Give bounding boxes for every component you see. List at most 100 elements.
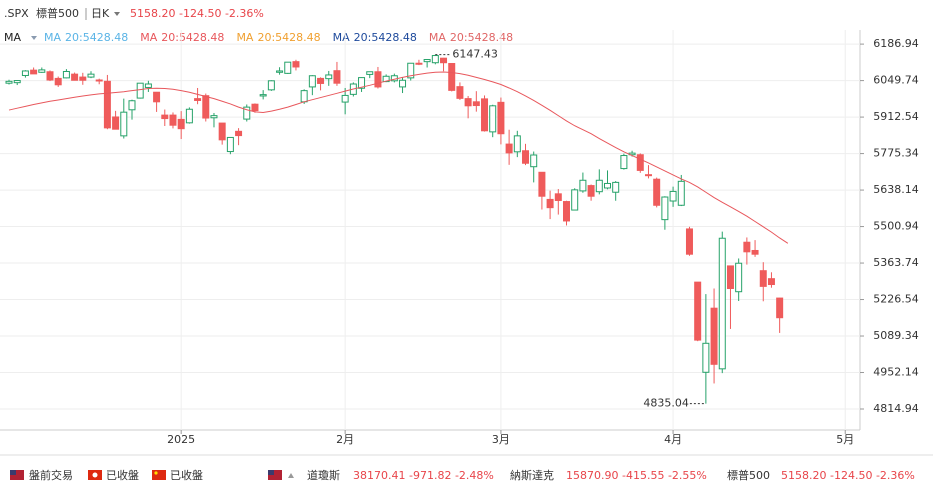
candle-body [128,100,136,111]
legend-name: MA [429,31,446,44]
candle-body [325,74,333,80]
candle-body [522,150,530,164]
candle-body [38,69,46,73]
candle-body [456,86,464,99]
candle-body [120,111,128,137]
candle-body [341,94,349,103]
candle-body [431,55,439,64]
ma-line [8,71,789,244]
y-tick-label: 5912.54 [873,110,919,123]
candle-body [71,73,79,81]
candle-body [603,182,611,189]
candle-body [235,130,243,137]
candle-body [751,249,759,255]
candle-body [399,79,407,88]
y-tick-label: 5775.34 [873,147,919,160]
candle-body [759,270,767,287]
candle-body [423,59,431,63]
x-tick-label: 3月 [492,433,510,446]
candle-body [79,76,87,81]
y-tick-label: 4952.14 [873,366,919,379]
candle-body [595,179,603,193]
candle-body [415,62,423,65]
legend-value: 20:5428.48 [354,31,417,44]
expand-arrow[interactable] [288,473,294,478]
candle-body [95,79,103,82]
candle-body [112,116,120,130]
candle-body [563,201,571,222]
legend-name: MA [44,31,61,44]
candle-body [169,114,177,126]
y-tick-label: 5638.14 [873,183,919,196]
candle-body [735,262,743,293]
candle-body [653,178,661,206]
index-name: 納斯達克 [510,469,554,482]
candle-body [407,62,415,79]
hk-status: 已收盤 [106,468,139,482]
candle-body [702,342,710,373]
header-quote: 5158.20 -124.50 -2.36% [130,7,264,20]
candle-body [276,70,284,73]
indicator-name[interactable]: MA [4,31,21,44]
candle-body [472,101,480,107]
candle-body [210,115,218,119]
index-name: 標普500 [727,468,770,482]
candle-body [226,136,234,153]
candle-body [612,181,620,193]
candle-body [571,189,579,211]
candle-body [21,70,29,76]
candle-body [185,108,193,124]
index-quote: 38170.41 -971.82 -2.48% [353,469,494,482]
candle-body [546,198,554,209]
symbol: .SPX [4,7,29,20]
candle-body [685,228,693,255]
candle-body [726,265,734,290]
candle-body [497,101,505,135]
candle-body [46,71,54,81]
candle-body [153,91,161,103]
candle-body [136,82,144,99]
candle-body [374,71,382,88]
index-name: 標普500 [36,6,79,20]
x-tick-label: 4月 [664,433,682,446]
candle-body [767,278,775,286]
candle-body [538,171,546,197]
candle-body [530,154,538,168]
candle-body [251,103,259,112]
candle-body [587,185,595,197]
cn-flag [152,470,166,480]
index-quote: 5158.20 -124.50 -2.36% [781,469,915,482]
candle-body [333,70,341,84]
us-flag [268,470,282,480]
dropdown-arrow[interactable] [31,36,37,40]
candle-body [62,70,70,79]
candle-body [54,77,62,86]
candle-body [267,80,275,91]
low-label: 4835.04 [643,397,689,410]
legend-value: 20:5428.48 [65,31,128,44]
us-flag [10,470,24,480]
legend-value: 20:5428.48 [257,31,320,44]
candle-body [30,69,38,75]
period[interactable]: 日K [91,7,110,20]
candle-body [481,98,489,132]
dropdown-arrow[interactable] [114,12,120,16]
candle-body [366,71,374,75]
us-flag-canton [268,470,274,475]
y-tick-label: 4814.94 [873,402,919,415]
session-status: 盤前交易 [29,468,73,482]
index-quote: 15870.90 -415.55 -2.55% [566,469,707,482]
candle-body [177,118,185,130]
candle-body [464,98,472,107]
candle-body [489,105,497,133]
candle-body [776,297,784,319]
high-label: 6147.43 [452,48,498,61]
y-tick-label: 5363.74 [873,256,919,269]
candle-body [284,61,292,74]
legend-name: MA [140,31,157,44]
candle-body [718,237,726,370]
candle-body [144,83,152,88]
candle-body [87,73,95,78]
